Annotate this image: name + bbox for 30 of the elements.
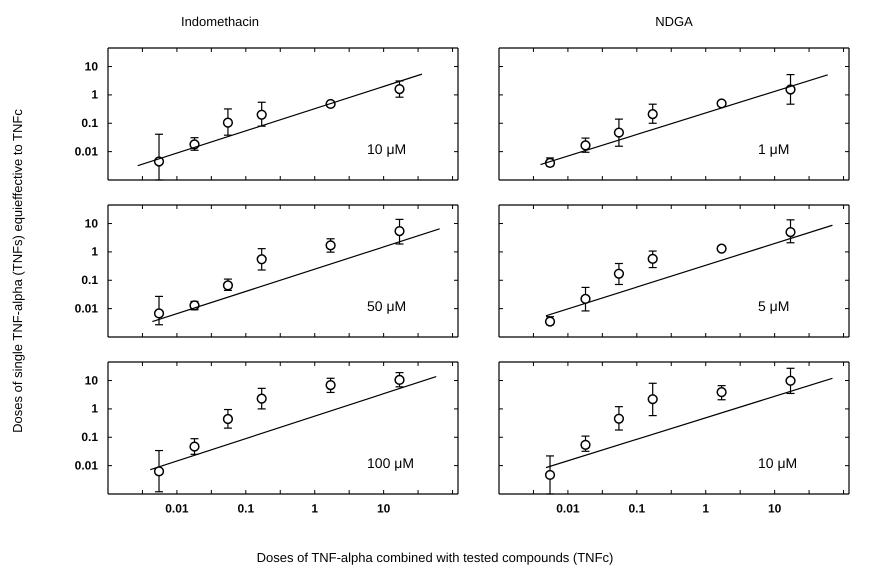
y-tick-label: 0.01 [74,144,98,158]
annotation: 10 μM [367,141,406,157]
x-tick-label: 10 [768,502,782,516]
y-tick-label: 10 [84,216,98,230]
x-tick-label: 10 [376,502,391,516]
annotation: 100 μM [367,455,414,471]
y-tick-label: 1 [91,244,98,259]
y-tick-label: 1 [91,88,98,102]
y-tick-label: 10 [84,373,98,388]
y-tick-label: 0.01 [74,458,98,472]
y-tick-label: 0.1 [81,116,98,130]
y-tick-label: 1 [91,402,98,416]
x-tick-label: 1 [311,502,318,516]
x-axis-title: Doses of TNF-alpha combined with tested compounds (TNFc) [256,550,614,565]
annotation: 1 μM [758,141,790,157]
y-tick-label: 0.1 [81,430,98,444]
annotation: 10 μM [758,455,798,471]
x-tick-label: 0.01 [556,502,580,516]
chart-title: Indomethacin [180,14,260,29]
chart-title: NDGA [655,14,694,29]
y-axis-title: Doses of single TNF-alpha (TNFs) equieffective to TNFc [10,108,25,433]
x-tick-label: 0.1 [237,502,254,516]
y-tick-label: 0.01 [74,301,98,316]
x-tick-label: 0.1 [628,502,646,516]
x-tick-label: 0.01 [165,502,189,516]
annotation: 50 μM [367,298,406,314]
y-tick-label: 0.1 [81,273,98,288]
y-tick-label: 10 [84,59,98,74]
x-tick-label: 1 [702,502,710,516]
annotation: 5 μM [758,298,790,314]
